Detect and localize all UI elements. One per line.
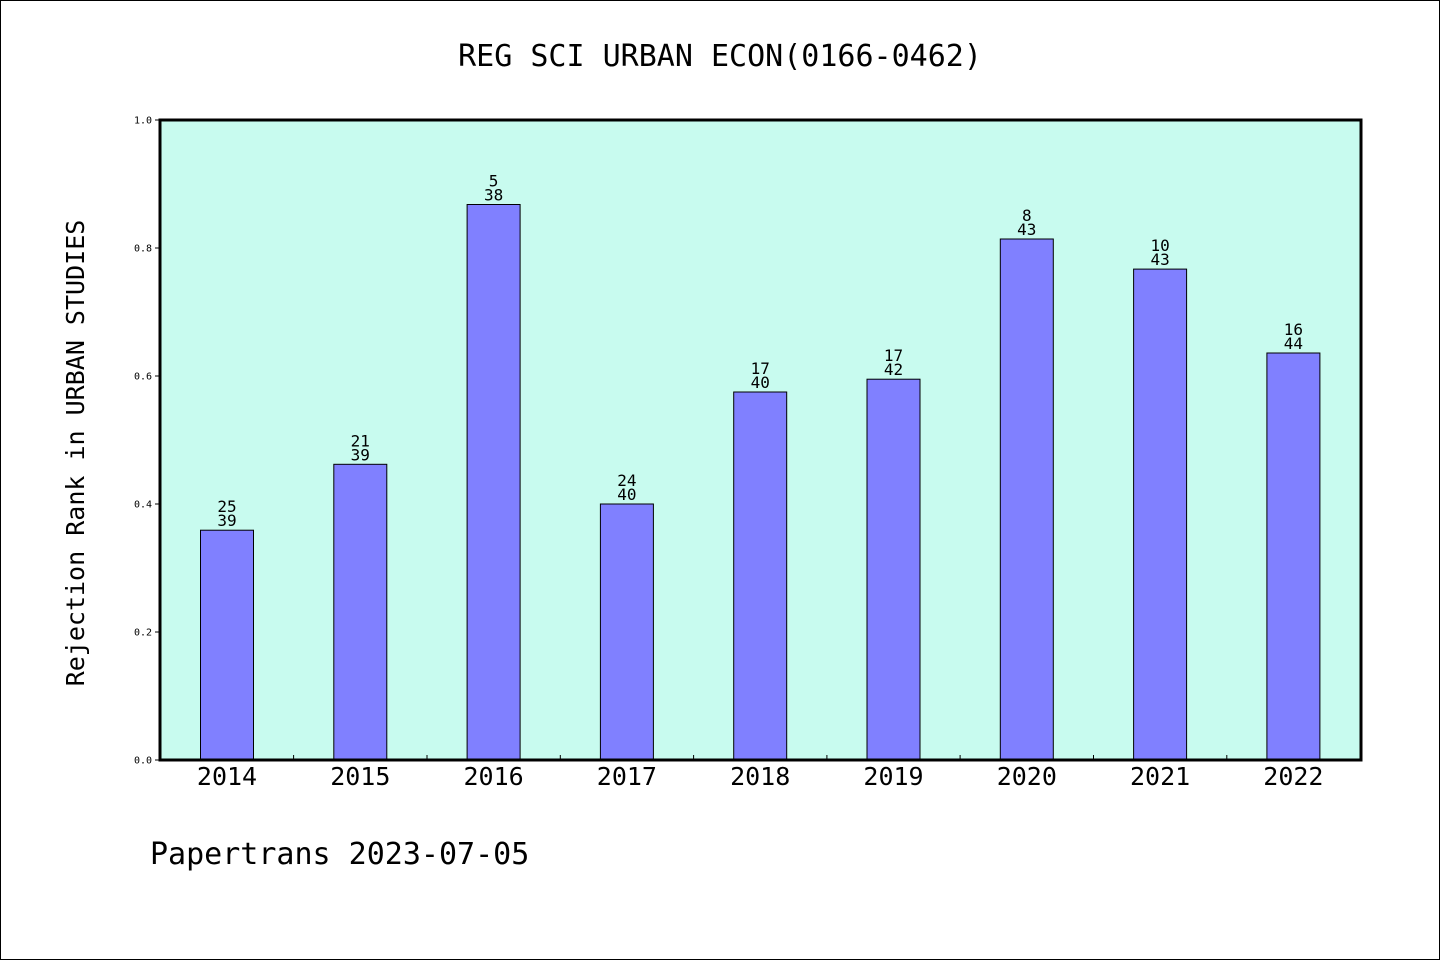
y-tick-label: 0.0	[134, 756, 152, 767]
data-label-rank-2018: 17	[751, 359, 770, 378]
x-tick-label-2022: 2022	[1263, 762, 1323, 791]
plot-border	[158, 118, 1363, 762]
y-tick-label: 0.8	[134, 244, 152, 255]
data-label-total-2016: 38	[484, 186, 503, 205]
y-tick-label: 0.4	[134, 500, 152, 511]
bar-2021	[1133, 268, 1188, 761]
bar-2017	[599, 503, 654, 761]
bar-2020	[999, 238, 1054, 761]
footer-credit: Papertrans 2023-07-05	[150, 837, 529, 872]
bars-group	[200, 204, 1321, 761]
y-tick-label: 0.6	[134, 372, 152, 383]
data-label-total-2017: 40	[617, 485, 636, 504]
data-label-total-2015: 39	[351, 445, 370, 464]
bar-2016	[466, 204, 521, 761]
x-axis: 2014 2015 2016 2017 2018 2019 2020 2021 2022	[197, 755, 1324, 791]
bar-2022	[1266, 352, 1321, 761]
bar-2019	[866, 378, 921, 761]
data-label-rank-2014: 25	[217, 497, 236, 516]
x-tick-label-2021: 2021	[1130, 762, 1190, 791]
data-label-rank-2022: 16	[1284, 320, 1303, 339]
x-tick-label-2015: 2015	[330, 762, 390, 791]
data-label-total-2014: 39	[217, 511, 236, 530]
x-tick-label-2018: 2018	[730, 762, 790, 791]
bar-2014	[200, 529, 254, 761]
x-tick-label-2014: 2014	[197, 762, 257, 791]
bar-2018	[733, 391, 788, 761]
data-label-total-2020: 43	[1017, 220, 1036, 239]
x-tick-label-2017: 2017	[597, 762, 657, 791]
data-label-rank-2019: 17	[884, 346, 903, 365]
data-label-total-2021: 43	[1150, 250, 1169, 269]
y-tick-label: 1.0	[134, 116, 152, 127]
data-label-total-2022: 44	[1284, 334, 1303, 353]
y-tick-label: 0.2	[134, 628, 152, 639]
data-label-rank-2016: 5	[489, 172, 499, 191]
y-axis: 0.0 0.2 0.4 0.6 0.8 1.0	[134, 116, 160, 767]
data-label-rank-2015: 21	[351, 431, 370, 450]
chart-title: REG SCI URBAN ECON(0166-0462)	[458, 39, 982, 74]
x-tick-label-2020: 2020	[997, 762, 1057, 791]
x-tick-label-2016: 2016	[463, 762, 523, 791]
data-label-rank-2021: 10	[1150, 236, 1169, 255]
bar-2015	[333, 463, 388, 761]
data-label-rank-2017: 24	[617, 471, 636, 490]
y-axis-label: Rejection Rank in URBAN STUDIES	[61, 220, 90, 687]
data-label-rank-2020: 8	[1022, 206, 1032, 225]
data-label-total-2018: 40	[751, 373, 770, 392]
x-tick-label-2019: 2019	[863, 762, 923, 791]
data-label-total-2019: 42	[884, 360, 903, 379]
